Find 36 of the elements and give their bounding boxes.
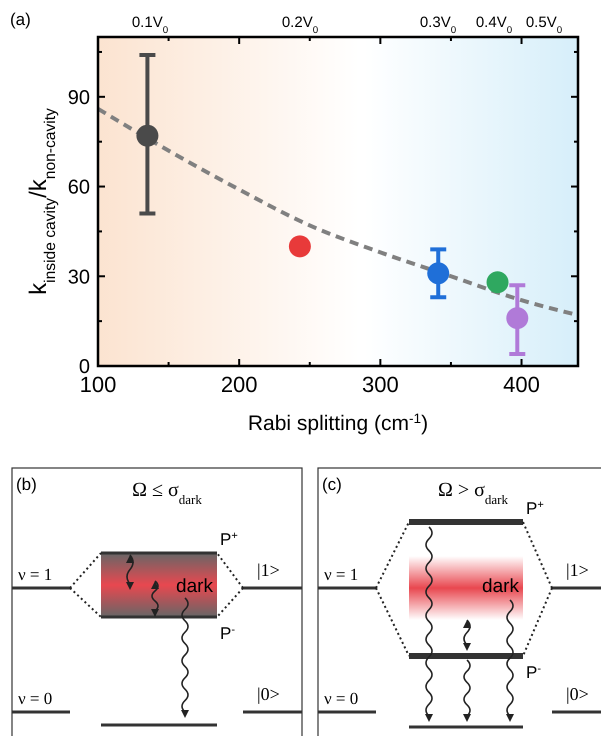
text: |0> [566,684,589,704]
text: Ω ≤ σ$_{dark}$ [132,479,202,506]
text: (a) [10,10,31,29]
y-tick-label: 60 [68,176,90,199]
text: 0.1V$_{0}$ [132,14,169,36]
point [136,124,158,147]
text: P$^{+}$ [526,499,544,518]
point [506,307,528,330]
text: 0.5V$_{0}$ [526,14,563,36]
x-tick-label: 400 [503,372,540,397]
text: ν = 1 [324,565,358,584]
text: (b) [16,475,37,494]
point [486,271,509,294]
x-axis-title: Rabi splitting (cm$^{-1}$) [248,410,428,435]
text: 0.2V$_{0}$ [282,14,319,36]
text: ν = 0 [324,689,358,708]
text: ν = 0 [18,689,52,708]
text: dark [176,576,214,597]
y-tick-label: 30 [68,266,90,288]
x-tick-label: 200 [220,372,258,397]
text: P$^{+}$ [220,530,238,549]
text: 0.3V$_{0}$ [420,14,457,36]
text: 0.4V$_{0}$ [476,14,513,36]
text: |0> [257,684,280,704]
text: Ω > σ$_{dark}$ [438,479,509,506]
text: P$^{-}$ [220,624,236,643]
point [427,262,450,284]
text: (c) [322,475,342,494]
text: P$^{-}$ [526,663,542,682]
text: |1> [257,560,280,580]
text: ν = 1 [18,565,52,584]
x-tick-label: 300 [362,372,399,397]
y-tick-label: 90 [68,86,90,109]
text: dark [482,576,520,597]
text: |1> [566,560,589,580]
point [288,235,311,258]
